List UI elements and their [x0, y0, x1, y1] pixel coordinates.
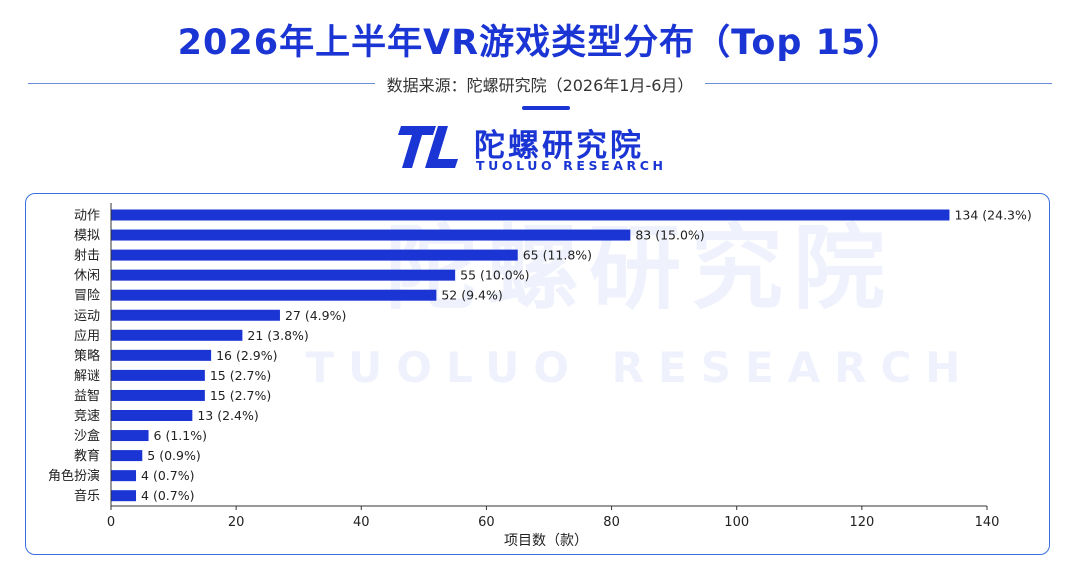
category-label: 应用 [74, 328, 100, 344]
bar [111, 349, 212, 361]
data-label: 4 (0.7%) [141, 488, 194, 503]
category-label: 音乐 [74, 488, 100, 504]
tl-logo-icon [398, 126, 458, 168]
bar [111, 289, 437, 301]
data-label: 4 (0.7%) [141, 468, 194, 483]
source-row: 数据来源：陀螺研究院（2026年1月-6月） [0, 70, 1080, 96]
category-label: 休闲 [74, 269, 100, 284]
category-label: 沙盒 [74, 428, 100, 444]
data-label: 16 (2.9%) [216, 348, 277, 363]
category-label: 教育 [74, 448, 100, 464]
bar [111, 410, 193, 421]
x-tick-label: 100 [724, 515, 749, 530]
data-label: 6 (1.1%) [154, 428, 207, 443]
category-label: 策略 [74, 348, 100, 364]
bar [111, 369, 205, 381]
category-label: 角色扮演 [48, 468, 100, 484]
category-label: 冒险 [74, 289, 100, 304]
bar [111, 430, 149, 442]
source-text: 数据来源：陀螺研究院（2026年1月-6月） [374, 76, 706, 95]
bar [111, 269, 456, 281]
chart-title: 2026年上半年VR游戏类型分布（Top 15） [177, 23, 903, 63]
data-label: 134 (24.3%) [954, 208, 1031, 223]
x-axis: 0 20 40 60 80 100 120 140 [107, 203, 1000, 530]
watermark-en: TUOLUO RESEARCH [306, 343, 975, 392]
bar [111, 229, 631, 241]
x-tick-label: 80 [603, 515, 620, 530]
category-label: 动作 [74, 209, 100, 224]
category-label: 运动 [74, 309, 100, 324]
data-label: 5 (0.9%) [147, 448, 200, 463]
x-tick-label: 40 [353, 515, 370, 530]
bar [111, 450, 143, 462]
x-axis-label: 项目数（款） [504, 533, 588, 549]
bar [111, 470, 137, 482]
source-text-wrap: 数据来源：陀螺研究院（2026年1月-6月） [0, 72, 1080, 96]
x-tick-label: 140 [975, 515, 1000, 530]
chart-frame [25, 193, 1050, 555]
data-label: 83 (15.0%) [635, 228, 704, 243]
logo-text-en: TUOLUO RESEARCH [476, 158, 667, 173]
bar [111, 329, 243, 341]
category-label: 解谜 [74, 369, 100, 384]
bar [111, 490, 137, 502]
x-tick-label: 20 [228, 515, 245, 530]
category-label: 模拟 [74, 229, 100, 244]
bar [111, 309, 280, 321]
data-label: 55 (10.0%) [460, 268, 529, 283]
category-label: 益智 [74, 389, 100, 404]
x-tick-label: 0 [107, 515, 115, 530]
data-label: 21 (3.8%) [247, 328, 308, 343]
data-label: 13 (2.4%) [197, 408, 258, 423]
x-tick-label: 120 [849, 515, 874, 530]
bar [111, 389, 205, 401]
bar [111, 249, 518, 261]
category-label: 竞速 [74, 408, 100, 424]
accent-bar [522, 106, 570, 110]
logo-text-cn: 陀螺研究院 [474, 128, 644, 164]
data-label: 65 (11.8%) [523, 248, 592, 263]
bars-group: 动作 134 (24.3%) 模拟 83 (15.0%) 射击 65 (11.8%) 休闲 5… [48, 208, 1032, 505]
x-tick-label: 60 [478, 515, 495, 530]
brand-logo: 陀螺研究院 TUOLUO RESEARCH [398, 120, 688, 180]
category-label: 射击 [74, 248, 100, 264]
data-label: 15 (2.7%) [210, 388, 271, 403]
bar [111, 209, 950, 221]
data-label: 27 (4.9%) [285, 308, 346, 323]
data-label: 52 (9.4%) [441, 288, 502, 303]
data-label: 15 (2.7%) [210, 368, 271, 383]
